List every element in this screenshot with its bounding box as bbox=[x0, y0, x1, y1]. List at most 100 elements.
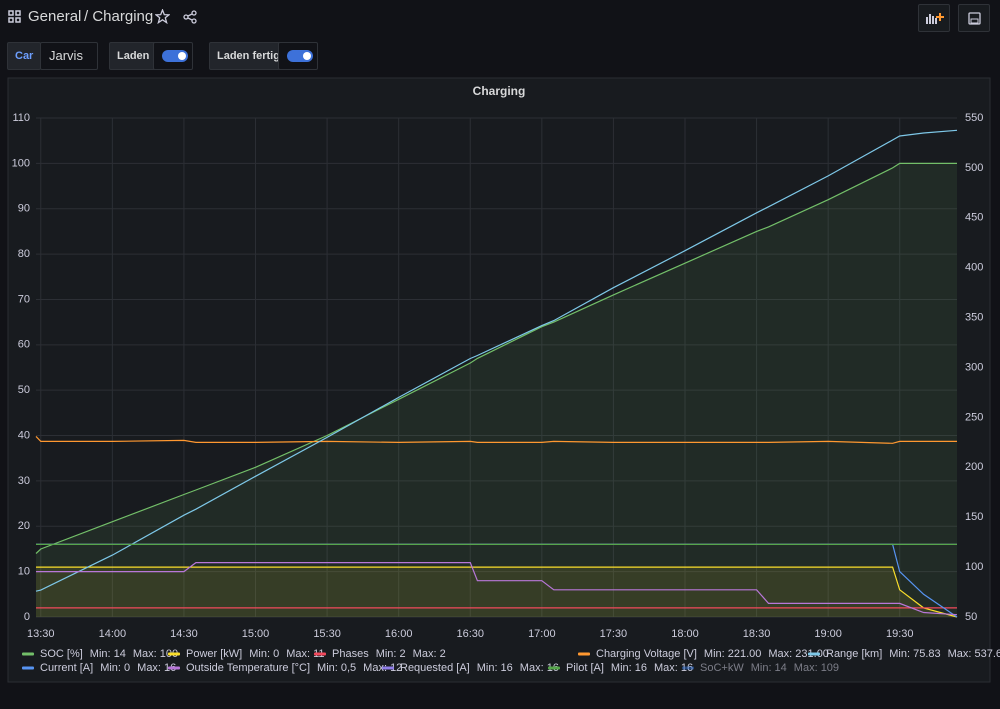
x-tick-label: 14:00 bbox=[99, 628, 127, 640]
legend-label: Max: 231.00 bbox=[768, 648, 829, 660]
save-button[interactable] bbox=[958, 4, 990, 32]
legend-label: Max: 16 bbox=[520, 662, 559, 674]
y2-tick-label: 250 bbox=[965, 411, 983, 423]
area-fill bbox=[36, 163, 957, 617]
legend-label: Min: 16 bbox=[611, 662, 647, 674]
y2-tick-label: 400 bbox=[965, 262, 983, 274]
variable-select[interactable]: Jarvis ⌄ bbox=[40, 42, 98, 88]
y2-tick-label: 50 bbox=[965, 611, 977, 623]
legend-label: SOC [%] bbox=[40, 648, 83, 660]
variable-label: Car bbox=[7, 42, 42, 70]
legend-label: Max: 2 bbox=[413, 648, 446, 660]
legend-label: Min: 0 bbox=[100, 662, 130, 674]
legend-swatch bbox=[22, 666, 34, 670]
legend-label: Min: 2 bbox=[376, 648, 406, 660]
y-tick-label: 50 bbox=[18, 384, 30, 396]
legend-label: Max: 109 bbox=[794, 662, 839, 674]
y-tick-label: 90 bbox=[18, 203, 30, 215]
x-tick-label: 15:00 bbox=[242, 628, 270, 640]
toggle[interactable] bbox=[278, 42, 318, 70]
legend-label: Phases bbox=[332, 648, 369, 660]
top-bar: General / Charging bbox=[0, 0, 1000, 36]
legend-label: Pilot [A] bbox=[566, 662, 604, 674]
x-tick-label: 18:30 bbox=[743, 628, 771, 640]
y2-tick-label: 550 bbox=[965, 112, 983, 124]
series-line bbox=[35, 129, 958, 592]
area-fill bbox=[36, 567, 957, 617]
legend-swatch bbox=[548, 666, 560, 670]
variable-label: Laden bbox=[109, 42, 158, 70]
y-tick-label: 110 bbox=[12, 112, 30, 124]
y2-tick-label: 200 bbox=[965, 461, 983, 473]
share-icon[interactable] bbox=[183, 10, 197, 24]
legend-swatch bbox=[168, 666, 180, 670]
series-line bbox=[35, 162, 957, 554]
y2-tick-label: 150 bbox=[965, 511, 983, 523]
x-tick-label: 19:00 bbox=[814, 628, 842, 640]
legend-label: Power [kW] bbox=[186, 648, 242, 660]
legend-label: SoC+kW bbox=[700, 662, 744, 674]
x-tick-label: 16:00 bbox=[385, 628, 413, 640]
y-tick-label: 20 bbox=[18, 520, 30, 532]
y-tick-label: 0 bbox=[24, 611, 30, 623]
panel-title: Charging bbox=[473, 84, 526, 98]
legend-label: Min: 0 bbox=[249, 648, 279, 660]
x-tick-label: 17:00 bbox=[528, 628, 556, 640]
y2-tick-label: 100 bbox=[965, 561, 983, 573]
legend-label: Min: 14 bbox=[90, 648, 126, 660]
legend-label: Min: 75.83 bbox=[889, 648, 940, 660]
x-tick-label: 14:30 bbox=[170, 628, 198, 640]
y2-tick-label: 500 bbox=[965, 162, 983, 174]
legend-label: Min: 16 bbox=[477, 662, 513, 674]
legend-label: Requested [A] bbox=[400, 662, 470, 674]
legend-swatch bbox=[578, 652, 590, 656]
x-tick-label: 18:00 bbox=[671, 628, 699, 640]
y2-tick-label: 300 bbox=[965, 361, 983, 373]
variable-value[interactable]: Jarvis bbox=[49, 48, 83, 63]
legend-swatch bbox=[382, 666, 394, 670]
y-tick-label: 60 bbox=[18, 339, 30, 351]
folder-link[interactable]: General bbox=[28, 8, 82, 25]
series-line bbox=[35, 435, 957, 444]
star-icon[interactable] bbox=[155, 9, 170, 24]
legend-swatch bbox=[168, 652, 180, 656]
legend-swatch bbox=[808, 652, 820, 656]
legend-label: Min: 14 bbox=[751, 662, 787, 674]
legend-swatch bbox=[682, 666, 694, 670]
dashboard-title[interactable]: / Charging bbox=[84, 8, 154, 25]
x-tick-label: 15:30 bbox=[313, 628, 341, 640]
series-line bbox=[36, 562, 958, 616]
legend-label: Charging Voltage [V] bbox=[596, 648, 697, 660]
y-tick-label: 40 bbox=[18, 429, 30, 441]
series-line bbox=[36, 566, 958, 618]
add-panel-button[interactable] bbox=[918, 4, 950, 32]
y-tick-label: 70 bbox=[18, 293, 30, 305]
y2-tick-label: 350 bbox=[965, 312, 983, 324]
legend-label: Range [km] bbox=[826, 648, 882, 660]
x-tick-label: 17:30 bbox=[600, 628, 628, 640]
x-tick-label: 19:30 bbox=[886, 628, 914, 640]
legend-label: Max: 16 bbox=[654, 662, 693, 674]
y-tick-label: 30 bbox=[18, 475, 30, 487]
legend-label: Min: 221.00 bbox=[704, 648, 761, 660]
y-tick-label: 80 bbox=[18, 248, 30, 260]
legend-label: Max: 11 bbox=[286, 648, 324, 660]
legend-label: Min: 0,5 bbox=[317, 662, 356, 674]
x-tick-label: 16:30 bbox=[456, 628, 484, 640]
legend-swatch bbox=[22, 652, 34, 656]
y2-tick-label: 450 bbox=[965, 212, 983, 224]
x-tick-label: 13:30 bbox=[27, 628, 55, 640]
toggle[interactable] bbox=[153, 42, 193, 70]
legend-label: Max: 16 bbox=[137, 662, 176, 674]
legend-label: Current [A] bbox=[40, 662, 93, 674]
variable-label: Laden fertig bbox=[209, 42, 288, 70]
legend-swatch bbox=[314, 652, 326, 656]
legend-label: Max: 537.67 bbox=[948, 648, 1000, 660]
panel bbox=[7, 77, 991, 683]
apps-icon[interactable] bbox=[8, 10, 21, 23]
legend-label: Outside Temperature [°C] bbox=[186, 662, 310, 674]
y-tick-label: 10 bbox=[18, 566, 30, 578]
legend-label: Max: 100 bbox=[133, 648, 178, 660]
